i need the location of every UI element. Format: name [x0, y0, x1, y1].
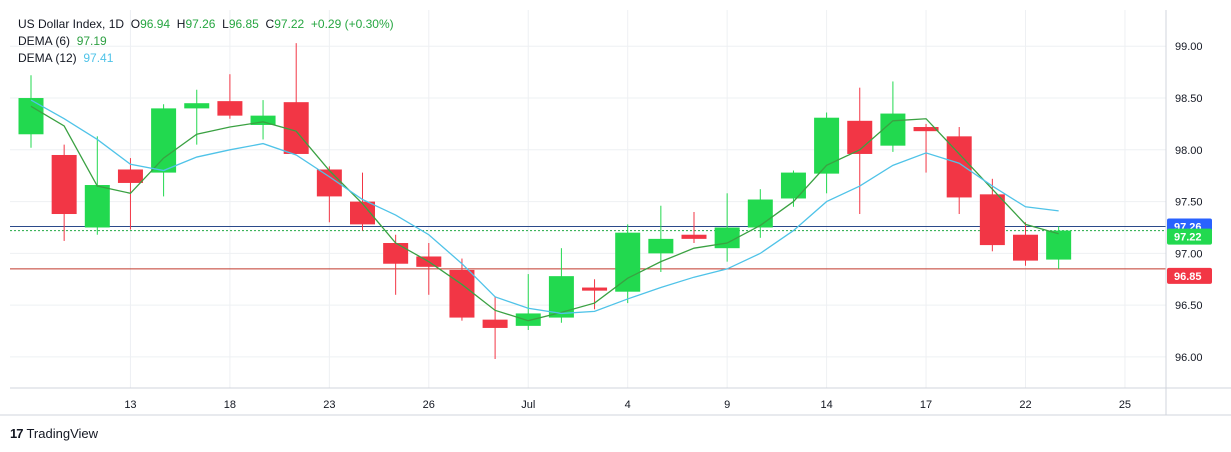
x-tick-label: 22	[1019, 399, 1031, 411]
dema-slow-line	[30, 99, 1059, 315]
y-tick-label: 99.00	[1175, 41, 1203, 53]
candle-down[interactable]	[913, 127, 939, 132]
x-tick-label: 26	[423, 399, 435, 411]
y-tick-label: 98.50	[1175, 93, 1203, 105]
y-tick-label: 96.50	[1175, 300, 1203, 312]
candle-down[interactable]	[449, 269, 475, 318]
y-tick-label: 98.00	[1175, 145, 1203, 157]
x-tick-label: 9	[724, 399, 730, 411]
candle-down[interactable]	[681, 234, 707, 239]
open-label: O	[130, 17, 141, 31]
x-tick-label: 4	[625, 399, 631, 411]
tradingview-brand[interactable]: 17 TradingView	[10, 426, 98, 441]
candle-down[interactable]	[383, 243, 409, 264]
high-value: 97.26	[185, 17, 216, 31]
dema-slow-legend-row[interactable]: DEMA (12) 97.41	[18, 50, 394, 67]
tradingview-logo-icon: 17	[10, 426, 24, 441]
candle-up[interactable]	[747, 199, 773, 228]
candle-up[interactable]	[548, 276, 574, 318]
candles[interactable]	[18, 43, 1072, 360]
price-tag-label-low: 96.85	[1174, 271, 1202, 283]
close-value: 97.22	[274, 17, 305, 31]
candle-down[interactable]	[51, 154, 77, 215]
candle-down[interactable]	[946, 136, 972, 198]
x-tick-label: 18	[224, 399, 236, 411]
candle-up[interactable]	[1046, 230, 1072, 260]
candle-up[interactable]	[18, 98, 44, 135]
candle-up[interactable]	[648, 238, 674, 254]
candle-down[interactable]	[582, 287, 608, 291]
x-tick-label: 14	[820, 399, 832, 411]
chart-legend: US Dollar Index, 1D O96.94 H97.26 L96.85…	[18, 16, 394, 67]
change-value: +0.29 (+0.30%)	[310, 17, 394, 31]
candle-up[interactable]	[151, 108, 177, 173]
dema-fast-line	[30, 105, 1059, 322]
dema-lines	[30, 99, 1059, 322]
low-value: 96.85	[228, 17, 259, 31]
price-lines	[10, 225, 1166, 270]
y-tick-label: 97.50	[1175, 197, 1203, 209]
symbol-label: US Dollar Index, 1D	[18, 17, 125, 31]
open-value: 96.94	[140, 17, 171, 31]
x-tick-label: 23	[323, 399, 335, 411]
candle-up[interactable]	[515, 313, 541, 326]
close-label: C	[265, 17, 275, 31]
y-tick-label: 97.00	[1175, 248, 1203, 260]
x-tick-label: Jul	[521, 399, 535, 411]
price-tag-label-close: 97.22	[1174, 232, 1202, 244]
dema-slow-label: DEMA (12)	[18, 51, 77, 65]
candle-down[interactable]	[283, 102, 309, 154]
price-tag-close	[1167, 228, 1212, 245]
candle-up[interactable]	[780, 172, 806, 199]
tradingview-name: TradingView	[26, 426, 99, 441]
y-tick-label: 96.00	[1175, 352, 1203, 364]
candle-down[interactable]	[117, 169, 143, 183]
x-tick-label: 25	[1119, 399, 1131, 411]
ohlc-legend-row: US Dollar Index, 1D O96.94 H97.26 L96.85…	[18, 16, 394, 33]
x-tick-label: 13	[124, 399, 136, 411]
candle-down[interactable]	[482, 319, 508, 328]
axes: 96.00 96.50 97.00 97.50 98.00 98.50 99.00 13 18 2…	[0, 10, 1231, 416]
candle-up[interactable]	[615, 232, 641, 292]
dema-fast-label: DEMA (6)	[18, 34, 71, 48]
candle-up[interactable]	[84, 185, 110, 228]
candle-down[interactable]	[847, 120, 873, 154]
candle-down[interactable]	[217, 101, 243, 116]
candle-up[interactable]	[250, 115, 276, 125]
high-label: H	[176, 17, 186, 31]
low-label: L	[222, 17, 229, 31]
dema-fast-legend-row[interactable]: DEMA (6) 97.19	[18, 33, 394, 50]
candle-down[interactable]	[350, 201, 375, 225]
candle-up[interactable]	[814, 117, 840, 174]
x-tick-label: 17	[920, 399, 932, 411]
price-tag-low	[1167, 267, 1212, 284]
dema-fast-value: 97.19	[76, 34, 107, 48]
candle-up[interactable]	[714, 227, 740, 249]
candle-down[interactable]	[979, 194, 1005, 246]
candle-up[interactable]	[880, 113, 906, 146]
candle-up[interactable]	[184, 103, 210, 109]
dema-slow-value: 97.41	[83, 51, 114, 65]
candle-down[interactable]	[1013, 234, 1038, 261]
